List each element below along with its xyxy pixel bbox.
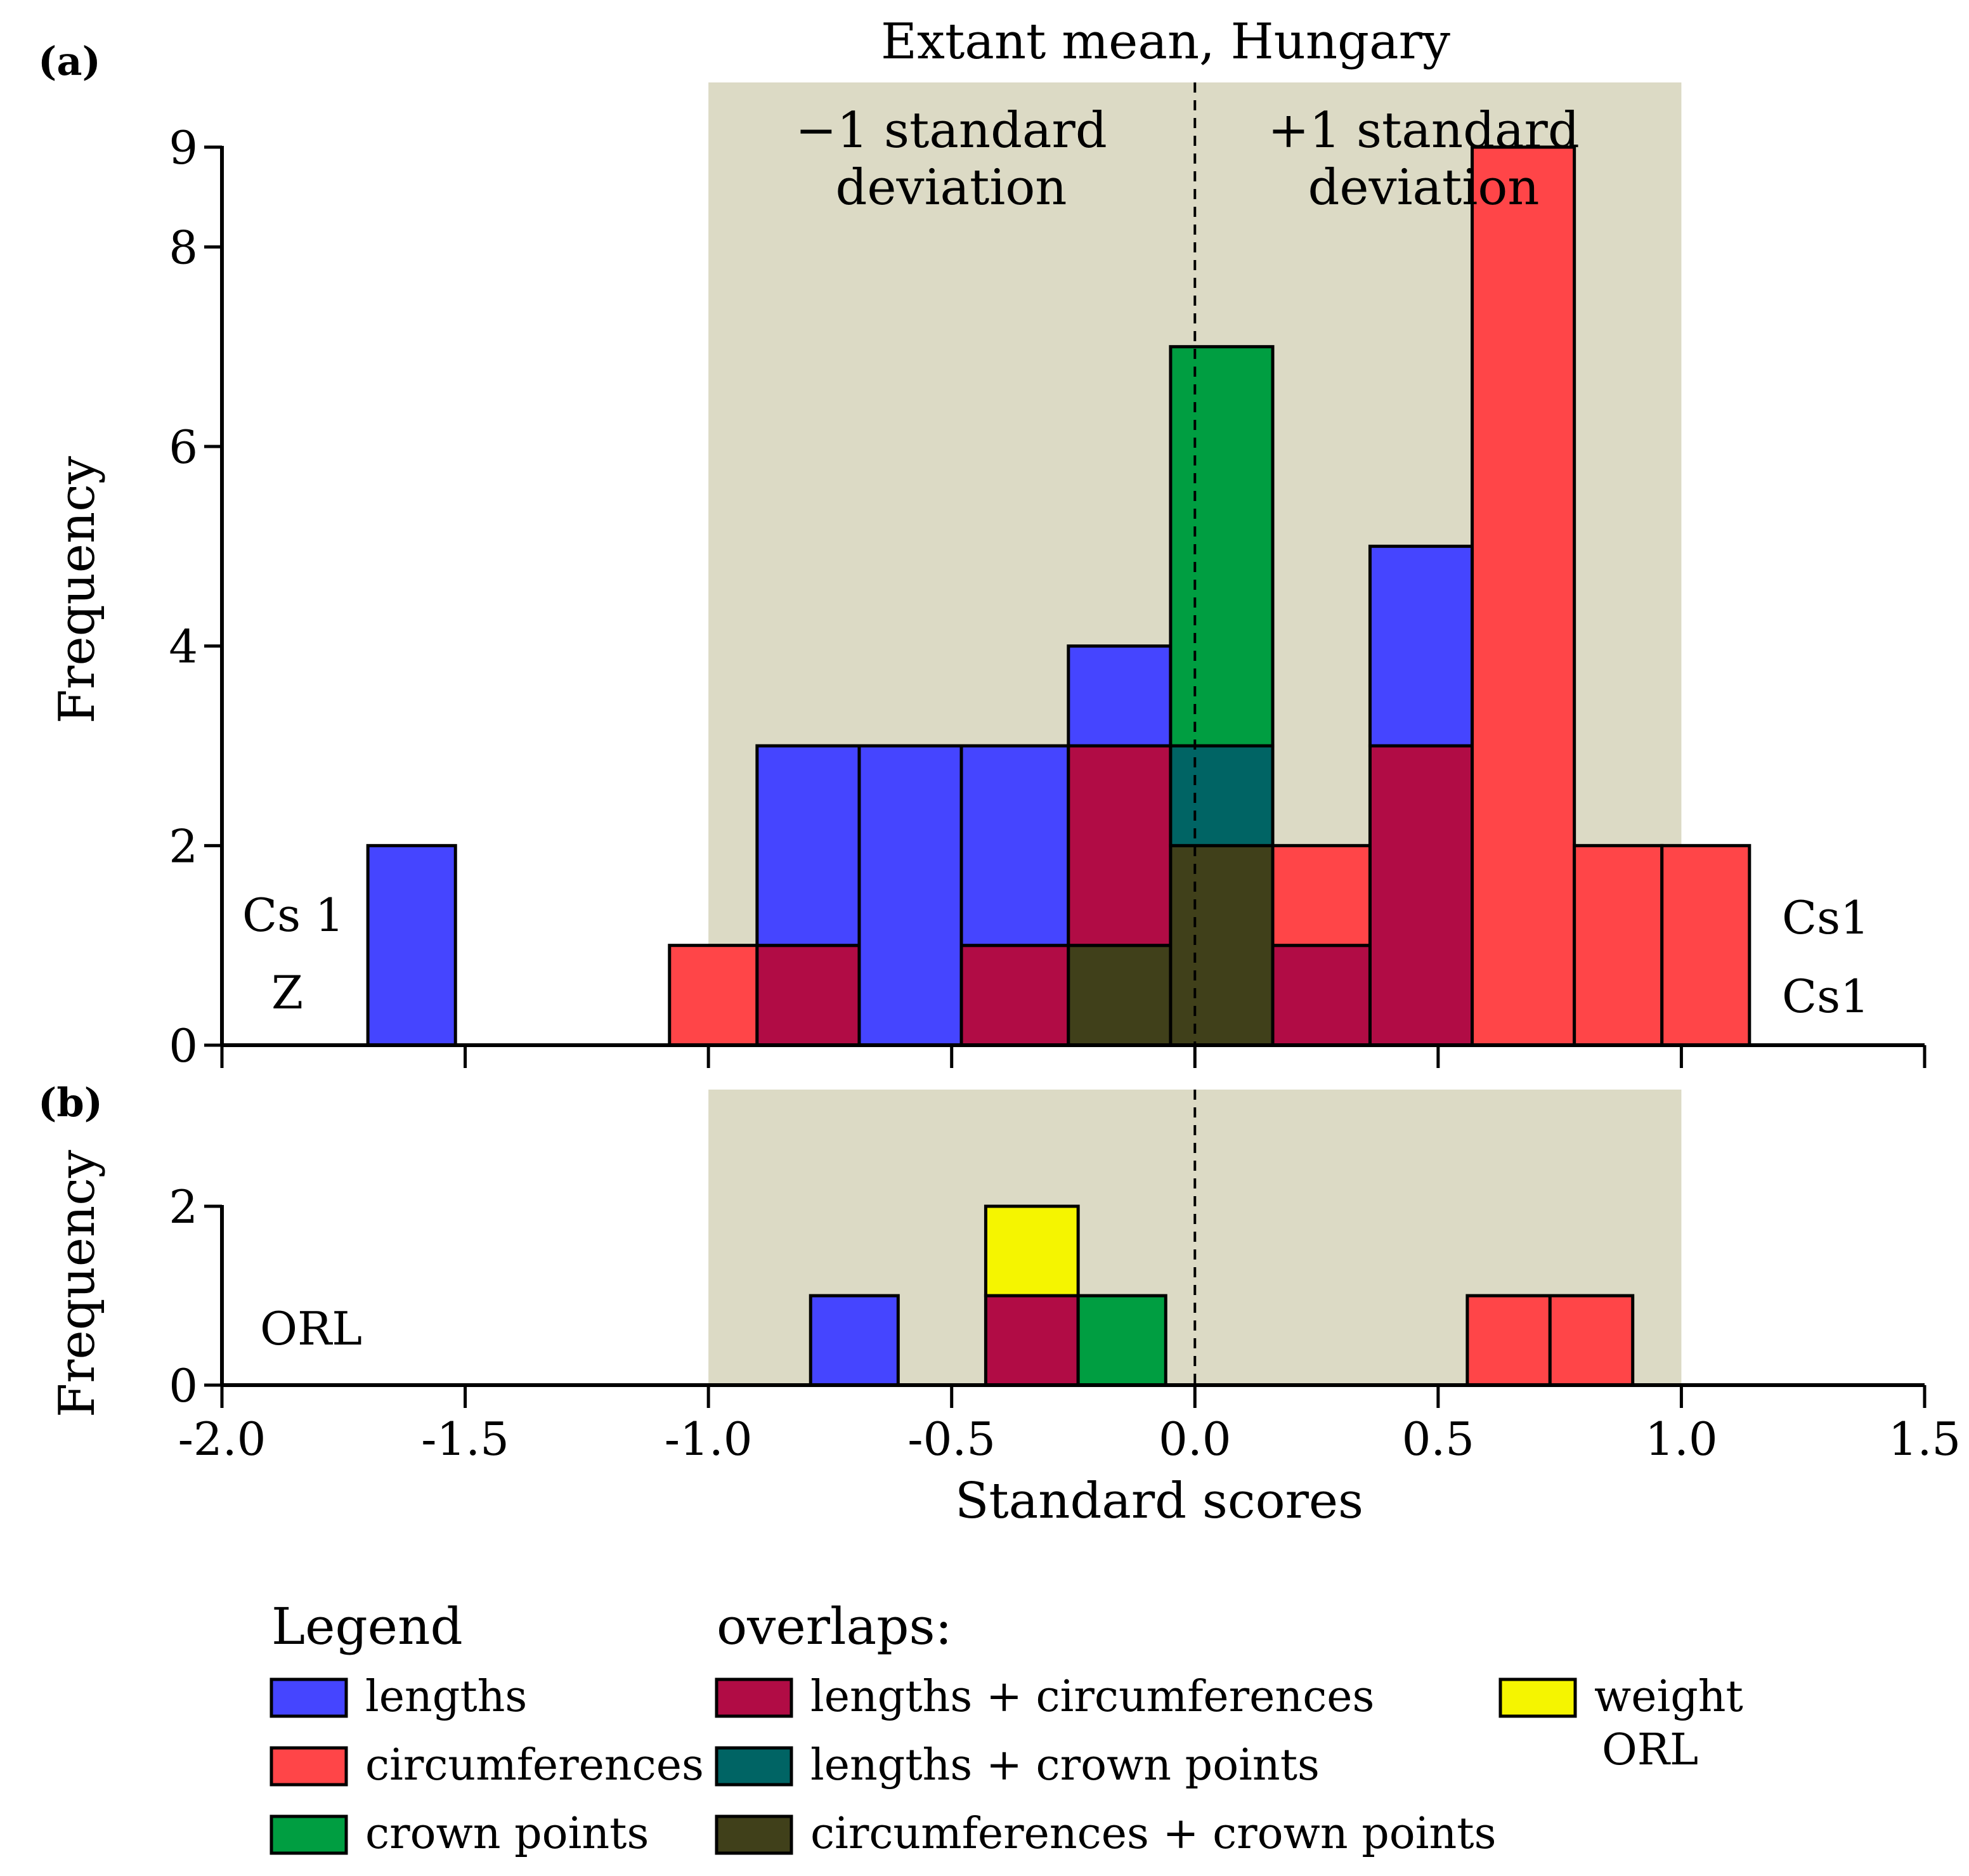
y-tick-label-a-2: 4 <box>169 620 198 674</box>
legend-label-weight: weight <box>1594 1672 1743 1722</box>
legend-swatch-weight <box>1498 1677 1577 1718</box>
y-tick-label-a-3: 6 <box>169 420 198 474</box>
bar-a-9-circumferences <box>1471 145 1576 1047</box>
legend-label-circumferences: circumferences <box>365 1740 704 1790</box>
xlabel: Standard scores <box>955 1473 1363 1530</box>
bar-a-5-circumferences-crown-points <box>1067 944 1173 1047</box>
y-tick-label-a-5: 9 <box>169 121 198 174</box>
y-tick-label-a-0: 0 <box>169 1019 198 1072</box>
panel-label-a: (a) <box>38 38 101 84</box>
legend-swatch-circumferences-crown-points <box>715 1814 793 1855</box>
bar-b-1-lengths-circumferences <box>984 1294 1080 1387</box>
minus-sd-label-line2: deviation <box>835 159 1067 216</box>
bar-a-6-crown-points <box>1169 345 1275 748</box>
legend-label-lengths-circumferences: lengths + circumferences <box>810 1672 1374 1722</box>
ylabel-b: Frequency <box>49 1150 106 1417</box>
legend-items: lengths circumferences crown points lengths… <box>270 1672 1743 1859</box>
bars-b <box>809 1204 1635 1387</box>
bar-a-8-lengths <box>1368 544 1474 748</box>
bar-b-2-crown-points <box>1076 1294 1167 1387</box>
y-tick-label-b-0: 0 <box>169 1359 198 1412</box>
plus-sd-label-line2: deviation <box>1308 159 1539 216</box>
x-tick-label-7: 1.5 <box>1888 1412 1961 1466</box>
axes-a: 0 2 4 6 8 9 <box>169 121 1927 1072</box>
bar-a-0-lengths <box>366 844 457 1047</box>
legend-swatch-crown-points <box>270 1814 348 1855</box>
bar-b-0-lengths <box>809 1294 900 1387</box>
ylabel-a: Frequency <box>49 456 106 724</box>
bar-a-8-lengths-circumferences <box>1368 744 1474 1047</box>
bar-a-7-lengths-circumferences <box>1271 944 1372 1047</box>
bar-a-10-circumferences <box>1573 844 1664 1047</box>
x-tick-label-3: -0.5 <box>907 1412 996 1466</box>
x-tick-label-2: -1.0 <box>665 1412 753 1466</box>
left-annotation-a-2: Z <box>271 966 303 1019</box>
bar-a-6-circumferences-crown-points <box>1169 844 1275 1047</box>
bar-a-3-lengths <box>857 744 963 1047</box>
panel-b: 0 2 -2.0 -1.5 -1.0 -0.5 0.0 0.5 1.0 1.5 (b) Frequ… <box>38 1079 1961 1530</box>
bar-a-11-circumferences <box>1660 844 1751 1047</box>
left-annotation-b: ORL <box>260 1302 362 1355</box>
legend-swatch-lengths-crown-points <box>715 1746 793 1787</box>
plus-sd-label-line1: +1 standard <box>1268 102 1580 159</box>
bar-a-7-circumferences <box>1271 844 1372 948</box>
y-tick-label-a-1: 2 <box>169 819 198 873</box>
legend-swatch-circumferences <box>270 1746 348 1787</box>
bar-b-3-circumferences <box>1465 1294 1552 1387</box>
bar-a-1-circumferences <box>668 944 759 1047</box>
legend-label-crown-points: crown points <box>365 1809 649 1859</box>
bar-a-2-lengths <box>755 744 861 948</box>
legend-overlaps-title: overlaps: <box>717 1597 952 1656</box>
bar-b-1-weight <box>984 1204 1080 1298</box>
panel-label-b: (b) <box>38 1079 103 1126</box>
bar-a-4-lengths-circumferences <box>959 944 1070 1047</box>
legend-title: Legend <box>271 1597 463 1656</box>
x-tick-label-1: -1.5 <box>421 1412 509 1466</box>
legend-swatch-lengths <box>270 1677 348 1718</box>
x-tick-label-4: 0.0 <box>1159 1412 1231 1466</box>
legend-swatch-lengths-circumferences <box>715 1677 793 1718</box>
x-tick-label-5: 0.5 <box>1402 1412 1475 1466</box>
legend-weight-sub: ORL <box>1602 1725 1698 1775</box>
minus-sd-label-line1: −1 standard <box>795 102 1107 159</box>
mean-label: Extant mean, Hungary <box>881 13 1450 70</box>
bar-a-4-lengths <box>959 744 1070 948</box>
bars-a <box>366 145 1751 1047</box>
x-tick-label-6: 1.0 <box>1645 1412 1718 1466</box>
legend-label-lengths: lengths <box>365 1672 527 1722</box>
bar-b-4-circumferences <box>1548 1294 1635 1387</box>
x-tick-label-0: -2.0 <box>178 1412 266 1466</box>
legend-label-circumferences-crown-points: circumferences + crown points <box>810 1809 1496 1859</box>
bar-a-2-lengths-circumferences <box>755 944 861 1047</box>
bar-a-6-lengths-crown-points <box>1169 744 1275 847</box>
left-annotation-a-1: Cs 1 <box>242 889 344 942</box>
y-tick-label-b-1: 2 <box>169 1180 198 1234</box>
axes-b: 0 2 -2.0 -1.5 -1.0 -0.5 0.0 0.5 1.0 1.5 <box>169 1180 1961 1466</box>
right-annotation-a-1: Cs1 <box>1782 891 1869 944</box>
y-tick-label-a-4: 8 <box>169 221 198 274</box>
legend-label-lengths-crown-points: lengths + crown points <box>810 1740 1320 1790</box>
legend: Legend overlaps: lengths circumferences cr… <box>270 1597 1743 1859</box>
panel-a: 0 2 4 6 8 9 (a) Extant mean, Hungary −1 stand… <box>38 13 1927 1072</box>
right-annotation-a-2: Cs1 <box>1782 970 1869 1023</box>
bar-a-5-lengths-circumferences <box>1067 744 1173 948</box>
bar-a-5-lengths <box>1067 644 1173 748</box>
